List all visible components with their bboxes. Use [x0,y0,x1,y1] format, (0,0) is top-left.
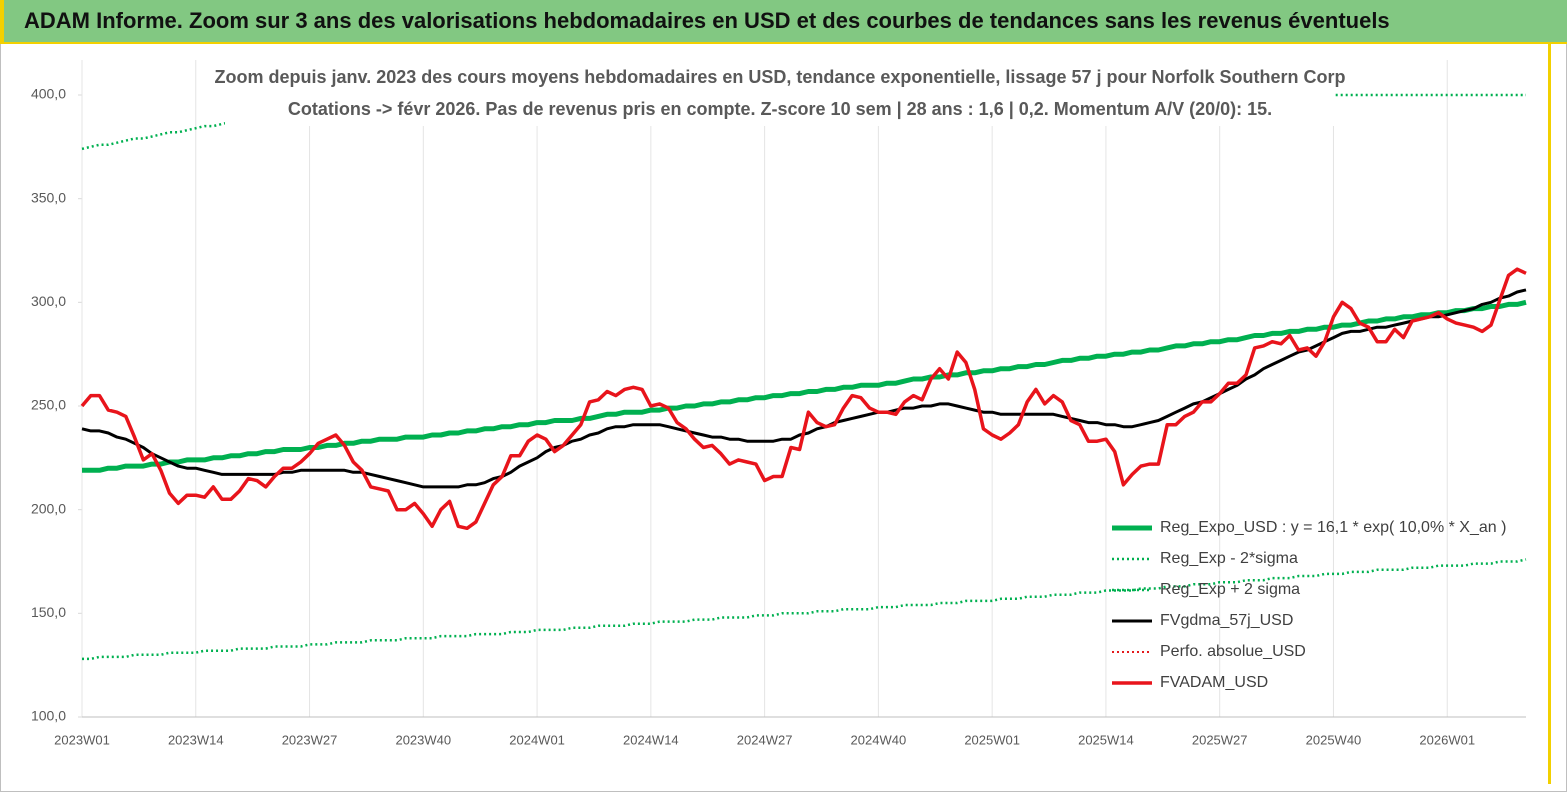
x-tick-label: 2025W27 [1192,732,1248,747]
legend-label: Reg_Exp - 2*sigma [1160,550,1298,567]
x-tick-label: 2024W01 [509,732,565,747]
header-bar [0,0,1567,42]
y-tick-label: 150,0 [31,604,66,620]
x-tick-label: 2024W14 [623,732,679,747]
chart-subtitle: Cotations -> févr 2026. Pas de revenus p… [288,99,1272,119]
legend-label: Perfo. absolue_USD [1160,643,1306,660]
x-tick-label: 2026W01 [1419,732,1475,747]
y-tick-label: 300,0 [31,293,66,309]
x-tick-label: 2025W40 [1306,732,1362,747]
x-tick-label: 2023W27 [282,732,338,747]
legend-label: FVgdma_57j_USD [1160,612,1293,629]
x-tick-label: 2025W14 [1078,732,1134,747]
header-title: ADAM Informe. Zoom sur 3 ans des valoris… [24,8,1390,33]
x-tick-label: 2024W27 [737,732,793,747]
x-tick-label: 2023W14 [168,732,224,747]
series-line [82,299,1527,473]
y-tick-label: 400,0 [31,86,66,102]
chart-title: Zoom depuis janv. 2023 des cours moyens … [215,67,1346,87]
x-tick-label: 2024W40 [851,732,907,747]
x-tick-label: 2025W01 [964,732,1020,747]
x-tick-label: 2023W01 [54,732,110,747]
y-tick-label: 250,0 [31,397,66,413]
y-tick-label: 200,0 [31,500,66,516]
header-accent [0,0,4,42]
side-rule [1548,44,1551,784]
y-tick-label: 350,0 [31,189,66,205]
legend-label: Reg_Exp + 2 sigma [1160,581,1300,598]
y-tick-label: 100,0 [31,708,66,724]
x-tick-label: 2023W40 [395,732,451,747]
series-line [80,267,1527,531]
header-rule [0,42,1567,44]
legend-label: FVADAM_USD [1160,674,1268,691]
legend-label: Reg_Expo_USD : y = 16,1 * exp( 10,0% * X… [1160,519,1506,536]
title-box [225,58,1335,126]
